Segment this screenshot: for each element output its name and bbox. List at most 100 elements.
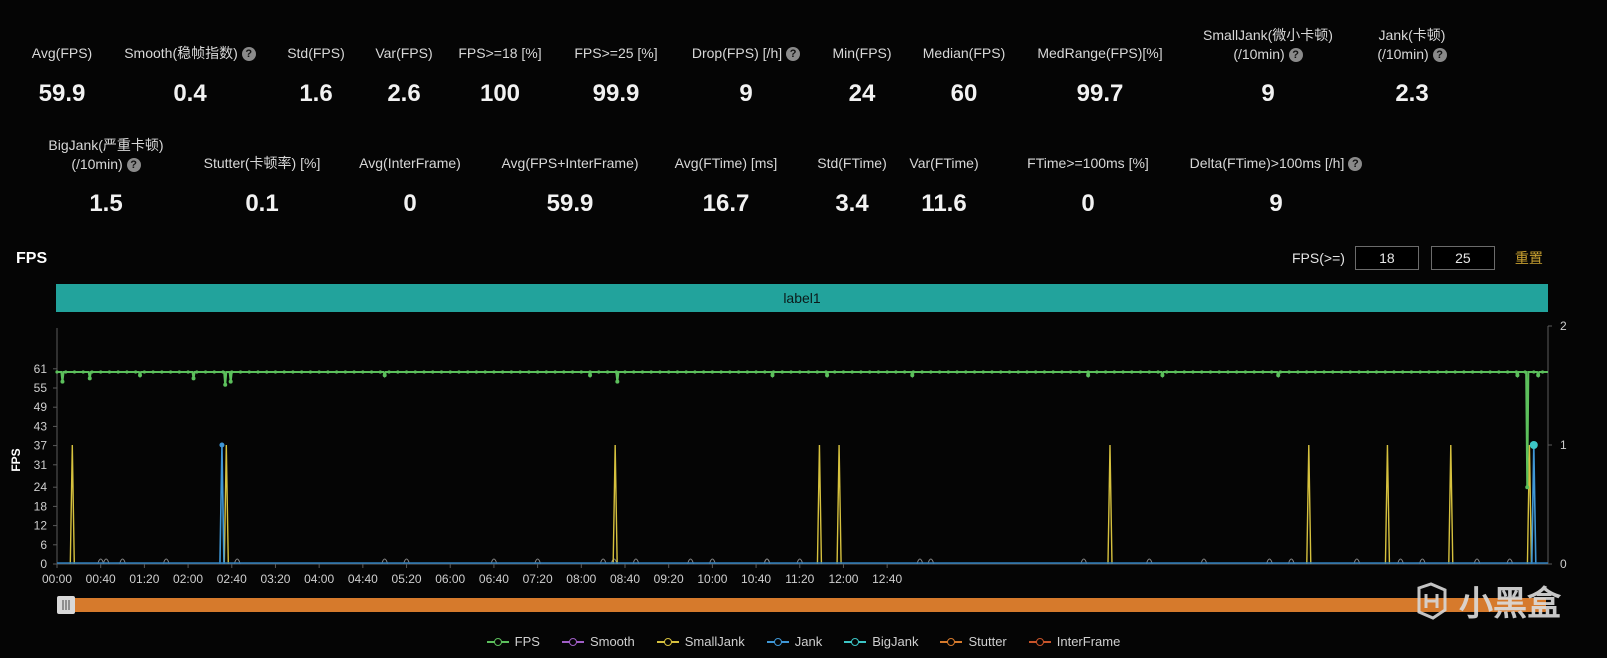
- smalljank-spike: [223, 444, 230, 565]
- fps-dip-point: [1536, 373, 1541, 378]
- fps-point: [1147, 370, 1151, 374]
- fps-point: [265, 370, 269, 374]
- metric-value: 59.9: [38, 80, 86, 107]
- fps-point: [1226, 370, 1230, 374]
- fps-point: [562, 370, 566, 374]
- metric-avg: Avg(FTime) [ms] 16.7: [616, 154, 836, 217]
- metric-value: 2.6: [387, 80, 421, 107]
- metric-label: Std(FPS): [287, 45, 345, 61]
- fps-point: [1313, 370, 1317, 374]
- help-icon[interactable]: ?: [1288, 47, 1303, 62]
- fps-point: [771, 370, 776, 374]
- fps-point: [300, 370, 304, 374]
- fps-point: [501, 370, 505, 374]
- x-tick-label: 11:20: [785, 572, 814, 586]
- fps-point: [1339, 370, 1344, 374]
- heybox-logo-icon: [1417, 581, 1447, 620]
- fps-point: [868, 370, 872, 374]
- legend-item[interactable]: Stutter: [940, 634, 1007, 649]
- legend-item[interactable]: FPS: [486, 634, 540, 649]
- fps-point: [570, 370, 575, 374]
- fps-point: [177, 370, 181, 374]
- fps-point: [929, 370, 933, 374]
- fps-dip-point: [910, 373, 915, 378]
- metric-std: Std(FTime) 3.4: [742, 154, 962, 217]
- fps-point: [431, 370, 435, 374]
- fps-point: [134, 370, 138, 374]
- fps-line: [57, 371, 1548, 488]
- metric-label: BigJank(严重卡顿): [48, 137, 164, 153]
- fps-threshold-25-input[interactable]: [1430, 246, 1495, 270]
- fps-point: [169, 370, 173, 374]
- fps-point: [693, 370, 697, 374]
- fps-point: [160, 370, 164, 374]
- metric-value: 59.9: [546, 190, 594, 217]
- x-tick-label: 02:40: [217, 572, 247, 586]
- fps-point: [369, 370, 374, 374]
- metric-delta: Delta(FTime)>100ms [/h]? 9: [1166, 154, 1386, 217]
- fps-point: [413, 370, 417, 374]
- legend-item[interactable]: BigJank: [844, 634, 918, 649]
- help-icon[interactable]: ?: [1348, 156, 1363, 171]
- fps-point: [1444, 370, 1449, 374]
- fps-point: [763, 370, 767, 374]
- fps-dip-point: [382, 373, 387, 378]
- legend-item[interactable]: SmallJank: [656, 634, 745, 649]
- jank-point: [219, 442, 225, 448]
- metric-label: SmallJank(微小卡顿): [1203, 27, 1333, 43]
- fps-point: [90, 370, 94, 374]
- fps-point: [282, 370, 286, 374]
- fps-point: [422, 370, 426, 374]
- fps-dip-point: [1276, 373, 1281, 378]
- label-bar[interactable]: label1: [56, 284, 1548, 312]
- fps-point: [780, 370, 784, 374]
- x-tick-label: 00:00: [42, 572, 72, 586]
- fps-point: [1479, 370, 1483, 374]
- x-tick-label: 08:00: [566, 572, 596, 586]
- fps-point: [466, 370, 470, 374]
- legend-item[interactable]: Jank: [766, 634, 822, 649]
- fps-dip-point: [223, 382, 228, 387]
- help-icon[interactable]: ?: [126, 157, 141, 172]
- fps-point: [1401, 370, 1405, 374]
- fps-point: [640, 370, 645, 374]
- fps-point: [151, 370, 155, 374]
- metric-label: Avg(FPS): [31, 45, 93, 61]
- fps-point: [920, 370, 924, 374]
- legend-item[interactable]: InterFrame: [1028, 634, 1121, 649]
- reset-button[interactable]: 重置: [1514, 250, 1543, 266]
- fps-point: [824, 370, 828, 374]
- legend-item[interactable]: Smooth: [561, 634, 635, 649]
- smalljank-spike: [1448, 444, 1454, 565]
- x-tick-label: 04:40: [348, 572, 378, 586]
- legend-label: InterFrame: [1056, 634, 1121, 649]
- fps-threshold-18-input[interactable]: [1354, 246, 1419, 270]
- y-tick-label: 0: [40, 557, 47, 571]
- fps-point: [99, 370, 103, 374]
- metric-std: Std(FPS) 1.6: [206, 44, 426, 107]
- fps-point: [1471, 370, 1475, 374]
- metric-label: Median(FPS): [922, 45, 1006, 61]
- fps-point: [1042, 370, 1047, 374]
- fps-point: [1366, 370, 1370, 374]
- fps-point: [1069, 370, 1073, 374]
- metric-label-unit: (/10min): [71, 156, 123, 172]
- help-icon[interactable]: ?: [1432, 47, 1447, 62]
- help-icon[interactable]: ?: [786, 46, 801, 61]
- fps-point: [1453, 370, 1457, 374]
- fps-point: [492, 370, 496, 374]
- metric-median: Median(FPS) 60: [854, 44, 1074, 107]
- fps-point: [1173, 370, 1178, 374]
- fps-point: [553, 370, 557, 374]
- metric-label: Avg(InterFrame): [359, 155, 461, 171]
- fps-point: [1182, 370, 1186, 374]
- fps-dip-point: [138, 373, 143, 378]
- fps-threshold-controls: FPS(>=) 重置: [1292, 246, 1543, 270]
- fps-point: [273, 370, 278, 374]
- fps-point: [754, 370, 758, 374]
- help-icon[interactable]: ?: [241, 46, 256, 61]
- fps-point: [81, 370, 85, 374]
- fps-point: [1243, 370, 1248, 374]
- metric-label: Drop(FPS) [/h]: [691, 45, 783, 61]
